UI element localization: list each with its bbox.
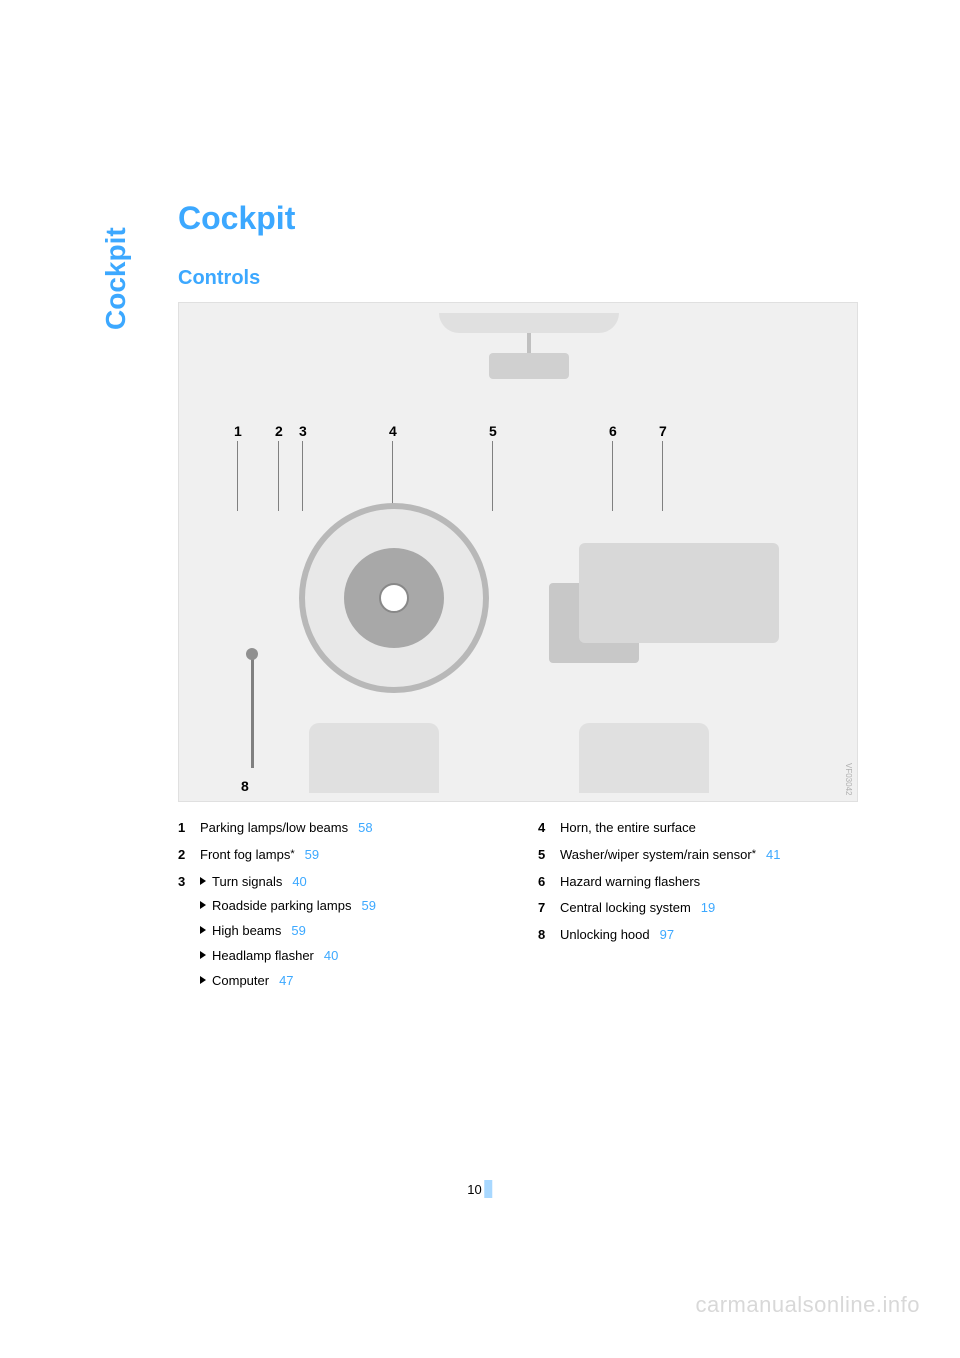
callout-8: 8: [241, 778, 249, 794]
legend-item: 2Front fog lamps* 59: [178, 845, 498, 866]
page-ref-link[interactable]: 58: [358, 820, 372, 835]
legend-text: Turn signals40Roadside parking lamps59Hi…: [200, 872, 498, 996]
diagram-reference-code: VF03042: [844, 763, 853, 795]
callout-2: 2: [275, 423, 283, 439]
callout-1: 1: [234, 423, 242, 439]
page-title: Cockpit: [178, 200, 880, 237]
legend-number: 1: [178, 818, 200, 839]
legend-text: Unlocking hood 97: [560, 925, 858, 946]
legend-text: Central locking system 19: [560, 898, 858, 919]
triangle-bullet-icon: [200, 877, 206, 885]
legend-item-text: Parking lamps/low beams: [200, 820, 348, 835]
legend-subitem-text: High beams: [212, 923, 281, 938]
page-body: Cockpit Controls 1234567 8 VF03042 1Park…: [100, 200, 880, 1002]
watermark-text: carmanualsonline.info: [695, 1292, 920, 1318]
callout-7: 7: [659, 423, 667, 439]
legend-item: 1Parking lamps/low beams 58: [178, 818, 498, 839]
triangle-bullet-icon: [200, 951, 206, 959]
legend-columns: 1Parking lamps/low beams582Front fog lam…: [178, 818, 880, 1002]
legend-text: Horn, the entire surface: [560, 818, 858, 839]
triangle-bullet-icon: [200, 926, 206, 934]
legend-item: 4Horn, the entire surface: [538, 818, 858, 839]
rearview-mirror-shape: [489, 353, 569, 379]
legend-subitem-text: Roadside parking lamps: [212, 898, 351, 913]
legend-number: 3: [178, 872, 200, 996]
callout-4: 4: [389, 423, 397, 439]
legend-subitem-text: Turn signals: [212, 874, 282, 889]
footnote-star-icon: *: [752, 848, 756, 860]
cockpit-diagram: 1234567 8 VF03042: [178, 302, 858, 802]
legend-number: 4: [538, 818, 560, 839]
callout-5: 5: [489, 423, 497, 439]
legend-item: 7Central locking system 19: [538, 898, 858, 919]
legend-text: Front fog lamps* 59: [200, 845, 498, 866]
page-ref-link[interactable]: 97: [660, 927, 674, 942]
legend-subitem: Roadside parking lamps 59: [200, 896, 498, 917]
legend-item: 5Washer/wiper system/rain sensor* 41: [538, 845, 858, 866]
legend-subitem-text: Computer: [212, 973, 269, 988]
legend-item-text: Front fog lamps: [200, 847, 290, 862]
legend-number: 8: [538, 925, 560, 946]
page-ref-link[interactable]: 59: [305, 847, 319, 862]
legend-number: 7: [538, 898, 560, 919]
steering-wheel-shape: [299, 503, 489, 693]
passenger-seat-shape: [579, 723, 709, 793]
legend-item-text: Central locking system: [560, 900, 691, 915]
legend-subitem: High beams 59: [200, 921, 498, 942]
legend-item-text: Horn, the entire surface: [560, 820, 696, 835]
callout-line: [278, 441, 279, 511]
legend-number: 5: [538, 845, 560, 866]
legend-subitem: Headlamp flasher 40: [200, 946, 498, 967]
legend-right-column: 4Horn, the entire surface5Washer/wiper s…: [538, 818, 858, 1002]
page-ref-link[interactable]: 59: [291, 923, 305, 938]
legend-subitem-text: Headlamp flasher: [212, 948, 314, 963]
footnote-star-icon: *: [290, 848, 294, 860]
legend-text: Parking lamps/low beams 58: [200, 818, 498, 839]
legend-text: Hazard warning flashers: [560, 872, 858, 893]
page-ref-link[interactable]: 59: [361, 898, 375, 913]
legend-number: 6: [538, 872, 560, 893]
steering-wheel-hub: [344, 548, 444, 648]
legend-item-text: Unlocking hood: [560, 927, 650, 942]
page-ref-link[interactable]: 40: [292, 874, 306, 889]
legend-item-text: Hazard warning flashers: [560, 874, 700, 889]
page-ref-link[interactable]: 19: [701, 900, 715, 915]
callout-3: 3: [299, 423, 307, 439]
bmw-badge-icon: [379, 583, 409, 613]
page-ref-link[interactable]: 40: [324, 948, 338, 963]
overhead-console-shape: [439, 313, 619, 333]
legend-item: 8Unlocking hood 97: [538, 925, 858, 946]
legend-item-text: Washer/wiper system/rain sensor: [560, 847, 752, 862]
page-ref-link[interactable]: 47: [279, 973, 293, 988]
callout-line: [302, 441, 303, 511]
callout-line: [392, 441, 393, 511]
callout-line: [237, 441, 238, 511]
driver-seat-shape: [309, 723, 439, 793]
triangle-bullet-icon: [200, 976, 206, 984]
callout-line: [612, 441, 613, 511]
triangle-bullet-icon: [200, 901, 206, 909]
legend-item: 3Turn signals40Roadside parking lamps59H…: [178, 872, 498, 996]
legend-number: 2: [178, 845, 200, 866]
callout-line: [492, 441, 493, 511]
page-number-marker: [485, 1180, 493, 1198]
legend-left-column: 1Parking lamps/low beams 58 2Front fog lam…: [178, 818, 498, 1002]
section-heading: Controls: [178, 267, 880, 290]
callout-6: 6: [609, 423, 617, 439]
page-ref-link[interactable]: 41: [766, 847, 780, 862]
legend-subitem: Computer 47: [200, 971, 498, 992]
hood-release-knob: [246, 648, 258, 660]
legend-item: 6Hazard warning flashers: [538, 872, 858, 893]
passenger-dash-shape: [579, 543, 779, 643]
hood-release-line: [251, 653, 254, 768]
legend-text: Washer/wiper system/rain sensor* 41: [560, 845, 858, 866]
callout-line: [662, 441, 663, 511]
legend-subitem: Turn signals 40: [200, 872, 498, 893]
page-number: 10: [467, 1180, 492, 1198]
